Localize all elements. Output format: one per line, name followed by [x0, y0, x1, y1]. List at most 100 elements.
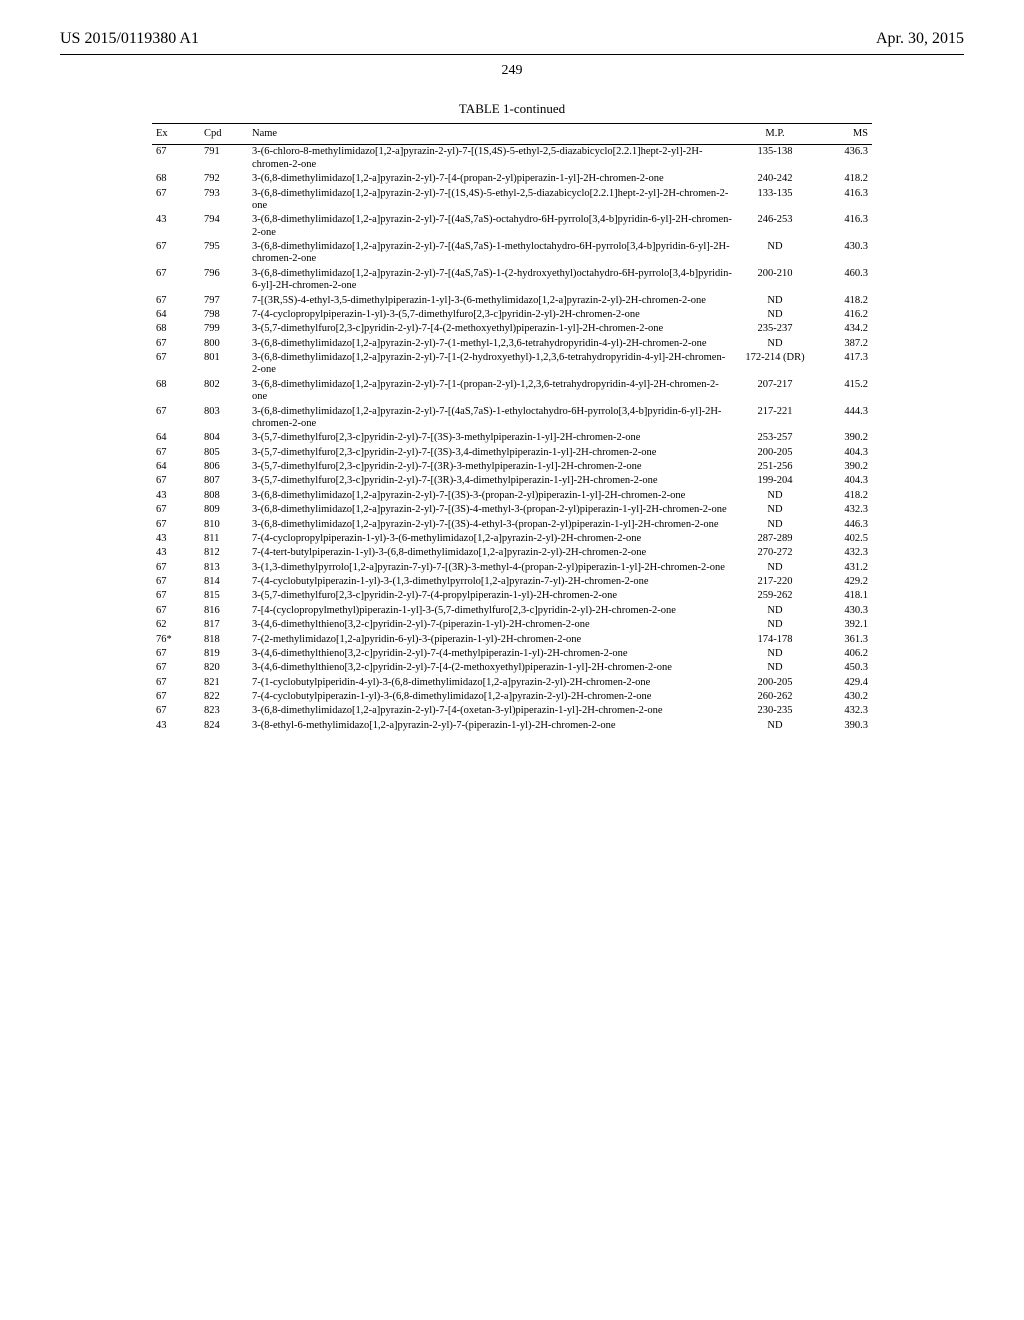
cell-name: 3-(6-chloro-8-methylimidazo[1,2-a]pyrazi… — [248, 145, 736, 172]
table-row: 677953-(6,8-dimethylimidazo[1,2-a]pyrazi… — [152, 240, 872, 267]
table-row: 677977-[(3R,5S)-4-ethyl-3,5-dimethylpipe… — [152, 294, 872, 308]
cell-cpd: 797 — [200, 294, 248, 308]
cell-cpd: 823 — [200, 704, 248, 718]
cell-name: 3-(5,7-dimethylfuro[2,3-c]pyridin-2-yl)-… — [248, 431, 736, 445]
cell-ex: 67 — [152, 604, 200, 618]
cell-cpd: 813 — [200, 561, 248, 575]
cell-name: 3-(6,8-dimethylimidazo[1,2-a]pyrazin-2-y… — [248, 704, 736, 718]
table-row: 678103-(6,8-dimethylimidazo[1,2-a]pyrazi… — [152, 518, 872, 532]
cell-ex: 67 — [152, 561, 200, 575]
cell-ms: 429.2 — [814, 575, 872, 589]
cell-cpd: 822 — [200, 690, 248, 704]
cell-ms: 430.3 — [814, 240, 872, 267]
cell-mp: ND — [736, 647, 814, 661]
cell-name: 3-(6,8-dimethylimidazo[1,2-a]pyrazin-2-y… — [248, 213, 736, 240]
cell-name: 7-[(3R,5S)-4-ethyl-3,5-dimethylpiperazin… — [248, 294, 736, 308]
cell-ms: 429.4 — [814, 676, 872, 690]
cell-mp: ND — [736, 240, 814, 267]
cell-mp: 135-138 — [736, 145, 814, 172]
cell-name: 3-(6,8-dimethylimidazo[1,2-a]pyrazin-2-y… — [248, 503, 736, 517]
cell-ms: 431.2 — [814, 561, 872, 575]
page-number: 249 — [0, 63, 1024, 79]
cell-name: 3-(8-ethyl-6-methylimidazo[1,2-a]pyrazin… — [248, 719, 736, 733]
table-body: 677913-(6-chloro-8-methylimidazo[1,2-a]p… — [152, 145, 872, 733]
cell-cpd: 816 — [200, 604, 248, 618]
cell-ex: 68 — [152, 322, 200, 336]
cell-mp: 235-237 — [736, 322, 814, 336]
cell-ex: 64 — [152, 308, 200, 322]
cell-cpd: 794 — [200, 213, 248, 240]
cell-ex: 43 — [152, 546, 200, 560]
cell-mp: 287-289 — [736, 532, 814, 546]
cell-ms: 415.2 — [814, 378, 872, 405]
cell-cpd: 800 — [200, 337, 248, 351]
table-row: 678093-(6,8-dimethylimidazo[1,2-a]pyrazi… — [152, 503, 872, 517]
cell-ms: 460.3 — [814, 267, 872, 294]
cell-ex: 67 — [152, 240, 200, 267]
cell-ms: 432.3 — [814, 704, 872, 718]
cell-ex: 43 — [152, 213, 200, 240]
table-header-row: Ex Cpd Name M.P. MS — [152, 124, 872, 145]
table-row: 678203-(4,6-dimethylthieno[3,2-c]pyridin… — [152, 661, 872, 675]
cell-ms: 416.3 — [814, 187, 872, 214]
cell-cpd: 815 — [200, 589, 248, 603]
table-row: 678153-(5,7-dimethylfuro[2,3-c]pyridin-2… — [152, 589, 872, 603]
cell-ms: 402.5 — [814, 532, 872, 546]
cell-name: 3-(5,7-dimethylfuro[2,3-c]pyridin-2-yl)-… — [248, 322, 736, 336]
cell-cpd: 807 — [200, 474, 248, 488]
table-row: 678227-(4-cyclobutylpiperazin-1-yl)-3-(6… — [152, 690, 872, 704]
cell-ms: 430.2 — [814, 690, 872, 704]
cell-cpd: 820 — [200, 661, 248, 675]
cell-ms: 434.2 — [814, 322, 872, 336]
table-row: 628173-(4,6-dimethylthieno[3,2-c]pyridin… — [152, 618, 872, 632]
cell-ms: 418.2 — [814, 294, 872, 308]
cell-mp: 260-262 — [736, 690, 814, 704]
cell-mp: 253-257 — [736, 431, 814, 445]
cell-mp: 230-235 — [736, 704, 814, 718]
cell-cpd: 796 — [200, 267, 248, 294]
cell-cpd: 817 — [200, 618, 248, 632]
cell-cpd: 818 — [200, 633, 248, 647]
cell-cpd: 799 — [200, 322, 248, 336]
cell-cpd: 804 — [200, 431, 248, 445]
cell-mp: ND — [736, 618, 814, 632]
cell-mp: ND — [736, 661, 814, 675]
cell-cpd: 811 — [200, 532, 248, 546]
cell-ms: 432.3 — [814, 546, 872, 560]
cell-ms: 430.3 — [814, 604, 872, 618]
cell-name: 3-(4,6-dimethylthieno[3,2-c]pyridin-2-yl… — [248, 647, 736, 661]
cell-ex: 62 — [152, 618, 200, 632]
cell-cpd: 808 — [200, 489, 248, 503]
cell-name: 3-(6,8-dimethylimidazo[1,2-a]pyrazin-2-y… — [248, 187, 736, 214]
cell-mp: 200-205 — [736, 676, 814, 690]
cell-name: 3-(6,8-dimethylimidazo[1,2-a]pyrazin-2-y… — [248, 337, 736, 351]
cell-mp: ND — [736, 294, 814, 308]
cell-cpd: 819 — [200, 647, 248, 661]
cell-mp: 199-204 — [736, 474, 814, 488]
cell-ms: 416.2 — [814, 308, 872, 322]
cell-ex: 67 — [152, 337, 200, 351]
cell-cpd: 824 — [200, 719, 248, 733]
cell-ms: 387.2 — [814, 337, 872, 351]
cell-cpd: 803 — [200, 405, 248, 432]
table-row: 678193-(4,6-dimethylthieno[3,2-c]pyridin… — [152, 647, 872, 661]
cell-mp: 251-256 — [736, 460, 814, 474]
cell-ex: 76* — [152, 633, 200, 647]
cell-name: 3-(5,7-dimethylfuro[2,3-c]pyridin-2-yl)-… — [248, 446, 736, 460]
cell-ex: 68 — [152, 378, 200, 405]
table-container: TABLE 1-continued Ex Cpd Name M.P. MS 67… — [152, 101, 872, 733]
table-row: 678217-(1-cyclobutylpiperidin-4-yl)-3-(6… — [152, 676, 872, 690]
table-row: 76*8187-(2-methylimidazo[1,2-a]pyridin-6… — [152, 633, 872, 647]
cell-ms: 436.3 — [814, 145, 872, 172]
cell-ms: 390.3 — [814, 719, 872, 733]
cell-mp: ND — [736, 308, 814, 322]
cell-mp: ND — [736, 337, 814, 351]
cell-mp: ND — [736, 604, 814, 618]
table-row: 678167-[4-(cyclopropylmethyl)piperazin-1… — [152, 604, 872, 618]
col-header-ms: MS — [814, 124, 872, 145]
publication-date: Apr. 30, 2015 — [876, 30, 964, 48]
header-divider — [60, 54, 964, 55]
cell-name: 3-(4,6-dimethylthieno[3,2-c]pyridin-2-yl… — [248, 661, 736, 675]
cell-name: 7-(2-methylimidazo[1,2-a]pyridin-6-yl)-3… — [248, 633, 736, 647]
cell-mp: ND — [736, 719, 814, 733]
